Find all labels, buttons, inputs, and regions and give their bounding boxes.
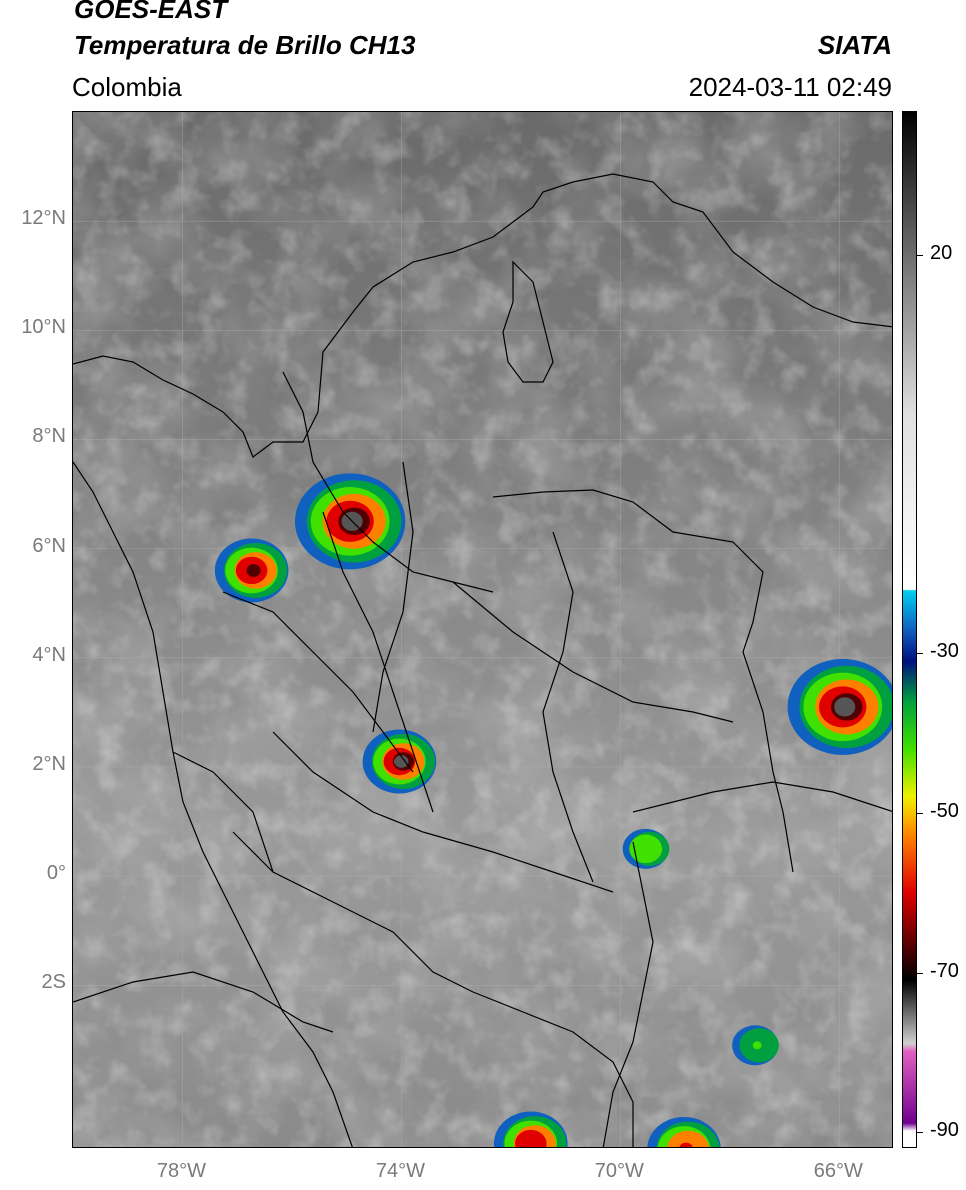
dept-border-5 [452,581,734,723]
cell-core [643,844,653,853]
storm-cell [493,1111,568,1147]
storm-cell [787,658,892,755]
storm-cell [622,828,670,869]
national-border-east [492,489,794,873]
storm-cell [362,729,437,794]
cell-core [394,755,409,768]
cell-core [834,697,856,717]
lat-tick-label: 12°N [21,207,66,230]
borders [73,173,892,1147]
lat-tick-label: 2S [41,971,66,994]
coastline [73,173,892,458]
lon-tick-label: 66°W [813,1160,863,1182]
storm-cell [294,473,406,570]
cell-core [752,1041,762,1050]
colorbar-tick [917,653,923,655]
storm-cell [214,538,289,603]
product-title: Temperatura de Brillo CH13 [74,30,416,60]
colorbar-tick-label: -70 [930,959,959,982]
cirrus-texture [73,112,892,1147]
dept-border-3 [372,461,414,733]
cell-contour [667,1130,709,1147]
cell-core [525,1137,540,1147]
dept-border-7 [272,731,614,893]
colorbar-tick [917,812,923,814]
amazon-border [602,841,654,1147]
dept-border-8 [172,751,274,873]
colorbar-tick-label: 20 [930,241,953,264]
datetime-label: 2024-03-11 02:49 [688,72,892,102]
colorbar-tick [917,1132,923,1134]
storm-cell [732,1025,779,1066]
lon-tick-label: 78°W [156,1160,207,1182]
lat-tick-label: 8°N [32,425,66,448]
colorbar-tick-label: -30 [930,640,959,663]
agency-label: SIATA [817,30,892,60]
maracaibo-lake [502,260,554,383]
dept-border-4 [222,591,414,773]
lat-tick-label: 10°N [21,316,66,339]
brazil-border [632,781,892,813]
pacific-coast [73,461,353,1147]
region-label: Colombia [72,72,182,102]
dept-border-6 [542,531,594,883]
lat-tick-label: 0° [46,862,66,885]
storm-cell [647,1117,721,1147]
colorbar [902,111,917,1148]
colorbar-tick [917,972,923,974]
lat-tick-label: 2°N [32,752,66,775]
colorbar-tick [917,254,923,256]
dept-border-2 [322,511,434,813]
lat-tick-label: 4°N [32,643,66,666]
colorbar-tick-label: -50 [930,799,959,822]
lon-tick-label: 74°W [375,1160,425,1182]
cell-core [246,564,261,577]
dept-border-1 [282,371,494,593]
lon-tick-label: 70°W [594,1160,644,1182]
graticule [73,112,892,1147]
lat-tick-label: 6°N [32,534,66,557]
satellite-map[interactable] [72,111,893,1148]
cell-core [679,1142,693,1147]
satellite-title: GOES-EAST [74,0,228,24]
colorbar-tick-label: -90 [930,1119,959,1142]
ecuador-peru-border [73,971,334,1033]
